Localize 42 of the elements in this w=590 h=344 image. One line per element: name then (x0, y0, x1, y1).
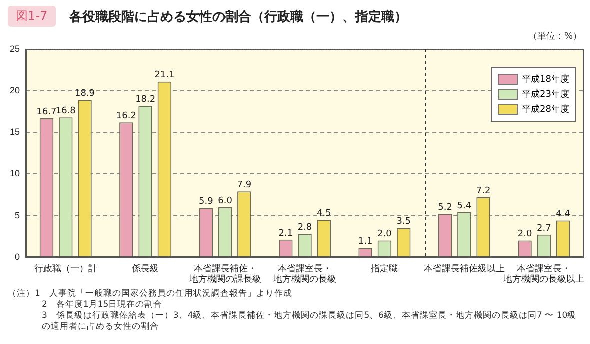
data-label: 5.2 (438, 202, 452, 213)
text: （注）1 人事院「一般職の国家公務員の任用状況調査報告」より作成 (8, 289, 294, 300)
data-label: 5.4 (457, 201, 472, 212)
data-label: 7.9 (237, 180, 252, 191)
data-label: 16.8 (56, 106, 76, 116)
y-tick-label: 5 (14, 210, 20, 220)
caption: 図1-7 (8, 6, 56, 27)
legend-label: 平成28年度 (522, 104, 570, 116)
data-label: 2.7 (536, 224, 552, 234)
y-tick-label: 15 (10, 127, 20, 138)
data-label: 18.2 (136, 94, 156, 105)
data-label: 16.2 (116, 111, 136, 122)
data-label: 21.1 (154, 70, 175, 81)
chart-title: 各役職段階に占める女性の割合（行政職（一）、指定職） (70, 8, 408, 26)
data-label: 2.0 (378, 230, 392, 240)
x-tick-label: 行政職（一）計 (34, 263, 98, 274)
x-tick-label: 本省課長補佐級以上 (424, 263, 505, 274)
x-tick-label: 本省課室長・地方機関の長級 (272, 263, 337, 284)
y-tick-label: 0 (14, 252, 20, 262)
text: 2 各年度1月15日現在の割合 (41, 300, 164, 311)
legend-label: 平成23年度 (522, 88, 570, 102)
data-label: 18.9 (74, 88, 96, 99)
y-tick-label: 20 (10, 85, 20, 96)
data-label: 7.2 (476, 186, 491, 196)
data-label: 16.7 (36, 107, 57, 118)
data-label: 6.0 (218, 196, 233, 206)
legend-label: 平成18年度 (522, 74, 570, 86)
data-label: 4.4 (556, 210, 571, 220)
data-label: 3.5 (396, 217, 412, 228)
data-label: 2.8 (298, 222, 312, 233)
y-tick-label: 25 (10, 44, 20, 54)
x-tick-label: 係長級 (132, 263, 160, 274)
data-label: 5.9 (198, 197, 214, 208)
data-label: 1.1 (358, 237, 373, 248)
text: 3 係長級は行政職俸給表（一）3、4級、本省課長補佐・地方機関の課長級は同5、6級、本省課室長・地方機関の長級は同7 〜 10級の適用者に占める女性の割合 (41, 311, 578, 333)
x-tick-label: 本省課長補佐・地方機関の課長級 (188, 263, 262, 284)
text: （単位：%） (528, 30, 582, 43)
data-label: 2.1 (278, 228, 294, 239)
data-label: 4.5 (316, 208, 332, 219)
data-label: 2.0 (518, 230, 532, 240)
x-tick-label: 指定職 (370, 263, 398, 274)
y-tick-label: 10 (10, 168, 20, 179)
